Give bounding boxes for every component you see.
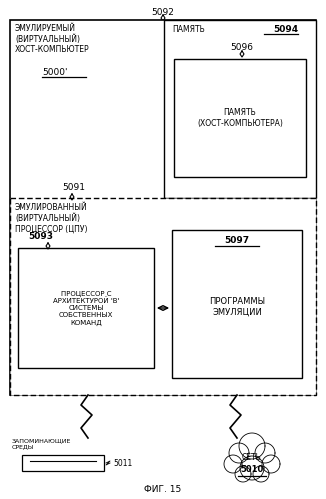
Text: ПРОЦЕССОР С
АРХИТЕКТУРОЙ 'В'
СИСТЕМЫ
СОБСТВЕННЫХ
КОМАНД: ПРОЦЕССОР С АРХИТЕКТУРОЙ 'В' СИСТЕМЫ СОБ…	[53, 290, 119, 325]
Text: 5096: 5096	[230, 43, 254, 52]
Bar	[164, 20, 316, 198]
Polygon shape	[235, 466, 251, 482]
Text: 5010: 5010	[240, 465, 264, 474]
Polygon shape	[262, 455, 280, 473]
Text: СЕТЬ: СЕТЬ	[242, 454, 262, 463]
Text: 5011: 5011	[113, 459, 132, 468]
Text: ЭМУЛИРУЕМЫЙ
(ВИРТУАЛЬНЫЙ)
ХОСТ-КОМПЬЮТЕР: ЭМУЛИРУЕМЫЙ (ВИРТУАЛЬНЫЙ) ХОСТ-КОМПЬЮТЕР	[15, 24, 90, 54]
Text: ПАМЯТЬ: ПАМЯТЬ	[172, 25, 205, 34]
Text: ФИГ. 15: ФИГ. 15	[144, 485, 182, 494]
Text: 5091: 5091	[62, 183, 85, 192]
Polygon shape	[240, 456, 264, 480]
Text: 5093: 5093	[28, 232, 53, 241]
Bar	[10, 20, 316, 395]
Text: ПАМЯТЬ
(ХОСТ-КОМПЬЮТЕРА): ПАМЯТЬ (ХОСТ-КОМПЬЮТЕРА)	[197, 108, 283, 128]
Polygon shape	[224, 455, 242, 473]
Polygon shape	[239, 433, 265, 459]
Text: ЗАПОМИНАЮЩИЕ
СРЕДЫ: ЗАПОМИНАЮЩИЕ СРЕДЫ	[12, 438, 71, 449]
Bar	[18, 248, 154, 368]
Text: 5097: 5097	[224, 236, 250, 245]
Text: 5094: 5094	[273, 25, 298, 34]
Polygon shape	[253, 466, 269, 482]
Bar	[174, 59, 306, 177]
Bar	[172, 230, 302, 378]
Text: ЭМУЛИРОВАННЫЙ
(ВИРТУАЛЬНЫЙ)
ПРОЦЕССОР (ЦПУ): ЭМУЛИРОВАННЫЙ (ВИРТУАЛЬНЫЙ) ПРОЦЕССОР (Ц…	[15, 203, 88, 234]
Polygon shape	[229, 443, 249, 463]
Bar	[10, 198, 316, 395]
Bar	[22, 455, 104, 471]
Text: 5092: 5092	[152, 8, 174, 17]
Text: 5000': 5000'	[42, 68, 67, 77]
Polygon shape	[255, 443, 275, 463]
Text: ПРОГРАММЫ
ЭМУЛЯЦИИ: ПРОГРАММЫ ЭМУЛЯЦИИ	[209, 297, 265, 317]
